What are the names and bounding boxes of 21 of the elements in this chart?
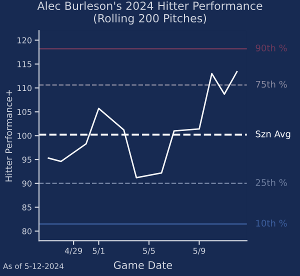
chart-title: Alec Burleson's 2024 Hitter Performance (Rolling 200 Pitches) xyxy=(37,1,262,25)
y-tick-label: 100 xyxy=(18,132,32,139)
y-axis-title: Hitter Performance+ xyxy=(5,90,12,182)
x-tick-label: 5/1 xyxy=(92,248,104,254)
y-tick-label: 120 xyxy=(18,37,32,44)
y-tick-label: 90 xyxy=(22,180,32,187)
y-tick-label: 115 xyxy=(18,61,32,68)
x-axis-title: Game Date xyxy=(114,261,172,270)
ref-line-label: 90th % xyxy=(256,44,287,52)
ref-line-label: 75th % xyxy=(256,80,287,88)
y-tick-label: 95 xyxy=(22,156,32,163)
y-tick-label: 85 xyxy=(22,204,32,210)
y-tick-label: 80 xyxy=(22,228,32,234)
ref-line-label: Szn Avg xyxy=(256,130,290,140)
ref-line-label: 10th % xyxy=(256,220,287,227)
x-tick-label: 4/29 xyxy=(64,248,82,254)
ref-line-label: 25th % xyxy=(256,179,287,186)
y-tick-label: 105 xyxy=(18,108,32,115)
x-tick-label: 5/5 xyxy=(143,248,155,254)
y-tick-label: 110 xyxy=(18,85,32,92)
x-tick-label: 5/9 xyxy=(193,248,206,254)
